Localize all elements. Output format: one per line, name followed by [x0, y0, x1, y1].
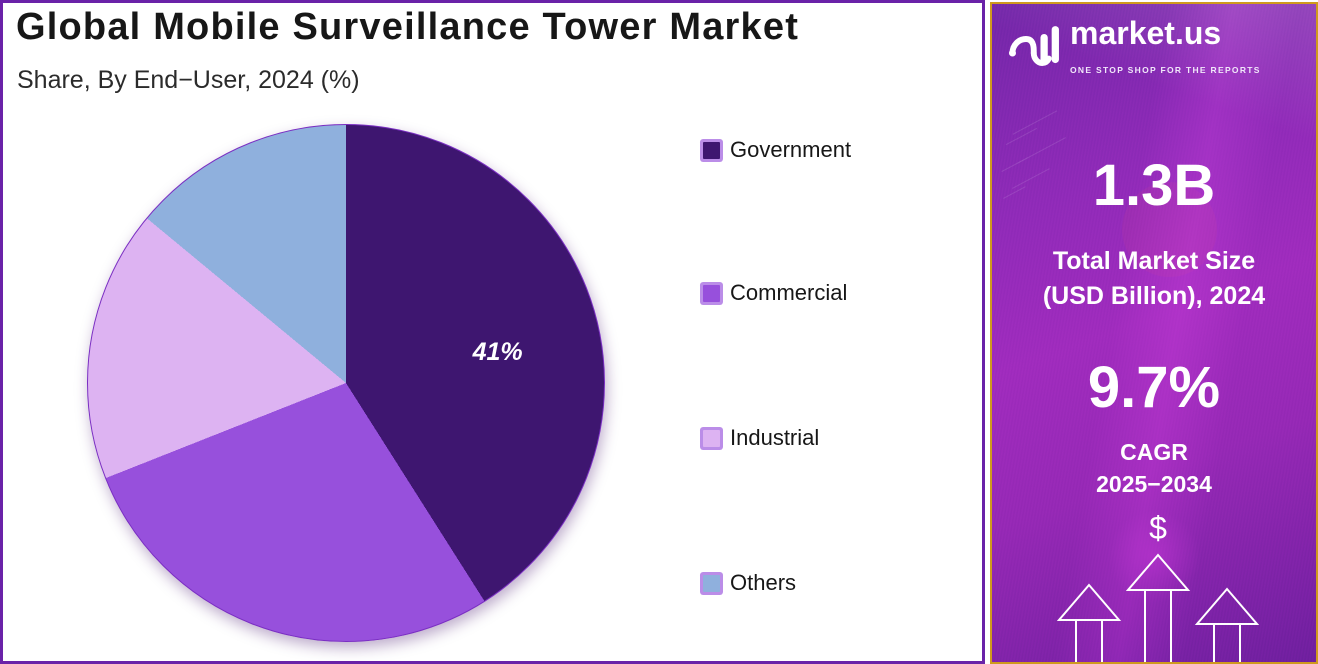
svg-text:$: $: [1149, 510, 1167, 546]
